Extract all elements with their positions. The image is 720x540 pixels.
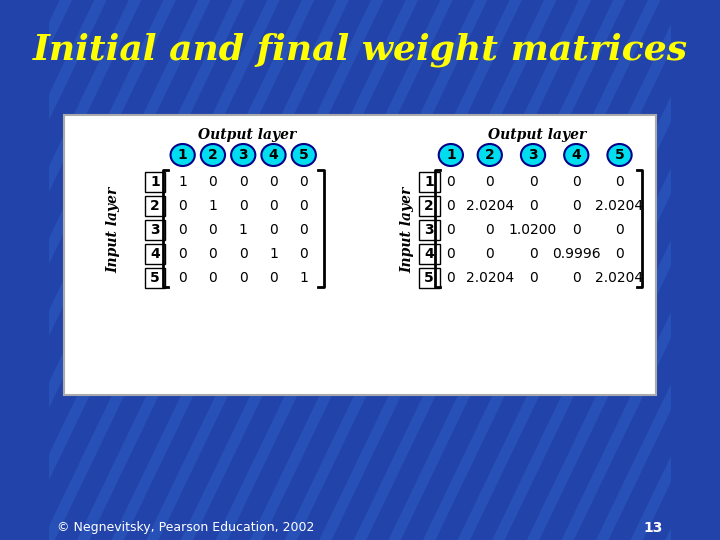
Text: 5: 5: [615, 148, 624, 162]
Text: Output layer: Output layer: [199, 128, 297, 142]
Text: 5: 5: [150, 271, 160, 285]
Text: 0: 0: [485, 175, 494, 189]
Text: 0: 0: [179, 247, 187, 261]
Ellipse shape: [477, 144, 502, 166]
FancyBboxPatch shape: [419, 196, 440, 216]
Ellipse shape: [261, 144, 286, 166]
Text: 1: 1: [178, 148, 187, 162]
Text: 0: 0: [528, 175, 537, 189]
Text: 0: 0: [179, 271, 187, 285]
Text: 0: 0: [615, 247, 624, 261]
Text: 1: 1: [300, 271, 308, 285]
Text: 1: 1: [446, 148, 456, 162]
Text: 3: 3: [424, 223, 434, 237]
Text: 5: 5: [299, 148, 309, 162]
Text: 0: 0: [300, 199, 308, 213]
Text: 3: 3: [150, 223, 160, 237]
Text: 1: 1: [239, 223, 248, 237]
Text: 0: 0: [528, 247, 537, 261]
Text: Input layer: Input layer: [107, 187, 120, 273]
Ellipse shape: [608, 144, 631, 166]
FancyBboxPatch shape: [419, 220, 440, 240]
Text: 0: 0: [528, 271, 537, 285]
Ellipse shape: [521, 144, 545, 166]
Text: 2: 2: [150, 199, 160, 213]
Text: 2.0204: 2.0204: [466, 199, 514, 213]
Text: Output layer: Output layer: [488, 128, 587, 142]
Text: 0: 0: [209, 247, 217, 261]
Text: Input layer: Input layer: [400, 187, 415, 273]
Text: 13: 13: [644, 521, 663, 535]
Text: 0: 0: [528, 199, 537, 213]
Text: 0: 0: [572, 175, 580, 189]
FancyBboxPatch shape: [419, 268, 440, 288]
Ellipse shape: [171, 144, 195, 166]
Text: 0: 0: [300, 175, 308, 189]
Text: 0: 0: [446, 223, 455, 237]
Text: 1: 1: [179, 175, 187, 189]
Text: 4: 4: [150, 247, 160, 261]
Text: 0: 0: [269, 199, 278, 213]
Text: 1: 1: [424, 175, 434, 189]
Ellipse shape: [438, 144, 463, 166]
FancyBboxPatch shape: [419, 172, 440, 192]
Text: 0: 0: [239, 199, 248, 213]
Text: 0: 0: [179, 223, 187, 237]
Text: 5: 5: [424, 271, 434, 285]
Text: 0: 0: [269, 223, 278, 237]
FancyBboxPatch shape: [145, 244, 166, 264]
Text: 0: 0: [239, 175, 248, 189]
Text: 1.0200: 1.0200: [509, 223, 557, 237]
Text: 0: 0: [300, 247, 308, 261]
Text: 0: 0: [485, 223, 494, 237]
Text: 0: 0: [209, 271, 217, 285]
FancyBboxPatch shape: [419, 244, 440, 264]
Text: 4: 4: [572, 148, 581, 162]
Text: 3: 3: [238, 148, 248, 162]
Text: 0.9996: 0.9996: [552, 247, 600, 261]
Text: 0: 0: [446, 271, 455, 285]
Text: 0: 0: [179, 199, 187, 213]
Text: 0: 0: [239, 271, 248, 285]
Text: Initial and final weight matrices: Initial and final weight matrices: [32, 33, 688, 68]
FancyBboxPatch shape: [145, 268, 166, 288]
Text: 0: 0: [615, 175, 624, 189]
Text: 0: 0: [572, 271, 580, 285]
Text: 0: 0: [615, 223, 624, 237]
Text: 0: 0: [446, 199, 455, 213]
FancyBboxPatch shape: [64, 115, 656, 395]
Text: 0: 0: [446, 247, 455, 261]
FancyBboxPatch shape: [145, 220, 166, 240]
Text: 3: 3: [528, 148, 538, 162]
Text: 2.0204: 2.0204: [595, 199, 644, 213]
Text: 0: 0: [209, 223, 217, 237]
Text: 0: 0: [209, 175, 217, 189]
Text: 0: 0: [572, 223, 580, 237]
Text: 0: 0: [239, 247, 248, 261]
Text: 2.0204: 2.0204: [595, 271, 644, 285]
Text: 1: 1: [209, 199, 217, 213]
Text: 1: 1: [269, 247, 278, 261]
Text: 0: 0: [446, 175, 455, 189]
Text: 2: 2: [208, 148, 218, 162]
Text: 0: 0: [572, 199, 580, 213]
Text: © Negnevitsky, Pearson Education, 2002: © Negnevitsky, Pearson Education, 2002: [57, 522, 315, 535]
Text: 4: 4: [424, 247, 434, 261]
Text: 0: 0: [269, 271, 278, 285]
FancyBboxPatch shape: [145, 172, 166, 192]
Ellipse shape: [564, 144, 588, 166]
FancyBboxPatch shape: [145, 196, 166, 216]
Text: 1: 1: [150, 175, 160, 189]
Text: 2: 2: [424, 199, 434, 213]
Text: 0: 0: [269, 175, 278, 189]
Text: 2.0204: 2.0204: [466, 271, 514, 285]
Text: 2: 2: [485, 148, 495, 162]
Text: 0: 0: [485, 247, 494, 261]
Ellipse shape: [231, 144, 256, 166]
Ellipse shape: [292, 144, 316, 166]
Ellipse shape: [201, 144, 225, 166]
Text: 0: 0: [300, 223, 308, 237]
Text: 4: 4: [269, 148, 279, 162]
